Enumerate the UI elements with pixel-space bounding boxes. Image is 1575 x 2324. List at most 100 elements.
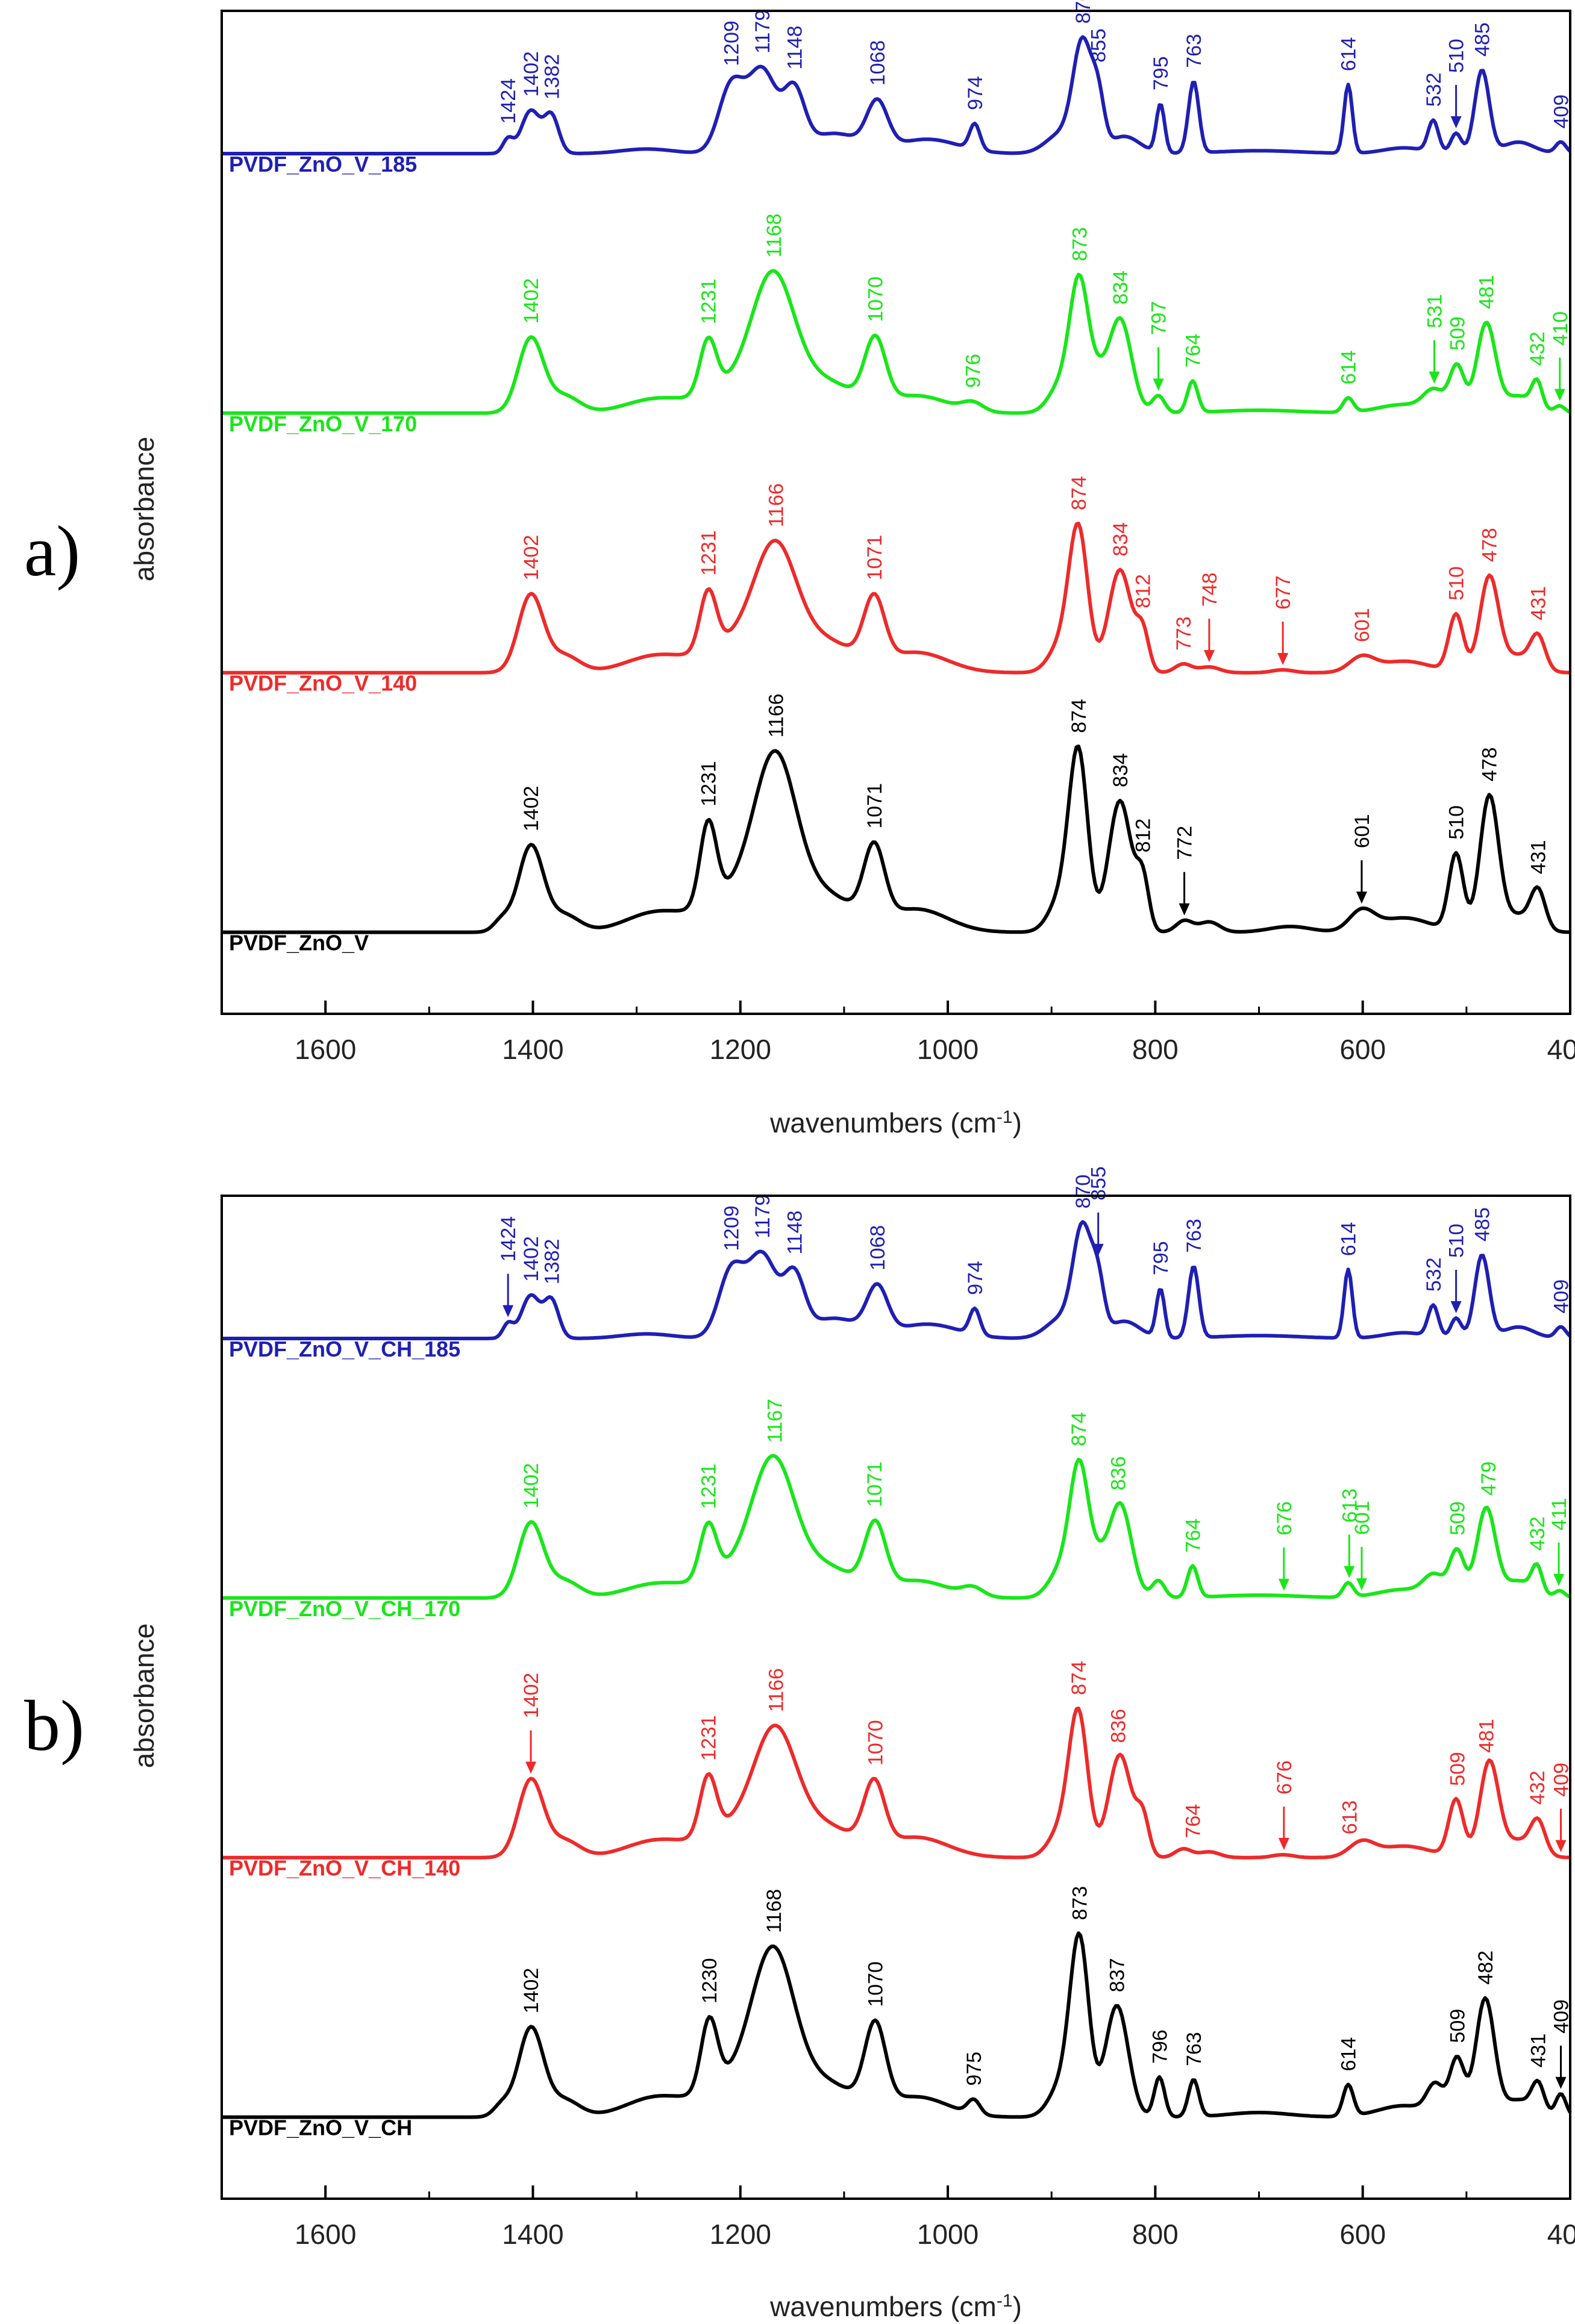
peak-label: 772 xyxy=(1174,826,1197,860)
peak-label: 601 xyxy=(1351,1501,1374,1535)
series-PVDF_ZnO_V_CH: PVDF_ZnO_V_CH 1402 1230 1168 1070 975 873 837 79… xyxy=(222,1886,1573,2140)
peak-label: 432 xyxy=(1526,1770,1549,1805)
peak-label: 1209 xyxy=(720,1205,743,1251)
peak-label: 676 xyxy=(1273,1501,1296,1535)
peak-label: 795 xyxy=(1150,56,1173,90)
peak-label: 834 xyxy=(1109,270,1132,305)
peak-label: 836 xyxy=(1107,1456,1130,1490)
peak-arrowhead xyxy=(1555,2076,1567,2089)
series-PVDF_ZnO_V_CH_170: PVDF_ZnO_V_CH_170 1402 1231 1167 1071 874 836 7… xyxy=(222,1399,1571,1621)
peak-arrowhead xyxy=(1450,1301,1462,1314)
peak-arrowhead xyxy=(503,1305,514,1317)
peak-label: 836 xyxy=(1107,1709,1130,1743)
series-PVDF_ZnO_V_170: PVDF_ZnO_V_170 1402 1231 1168 1070 976 873 834 7… xyxy=(222,213,1572,436)
peak-label: 855 xyxy=(1088,28,1110,63)
peak-label: 531 xyxy=(1424,294,1447,328)
peak-label: 1231 xyxy=(697,761,720,807)
panel-a-ylabel: absorbance xyxy=(128,437,160,581)
spectrum-line xyxy=(222,1220,1572,1340)
series-name-label: PVDF_ZnO_V_170 xyxy=(229,411,417,436)
peak-arrowhead xyxy=(1179,903,1190,916)
panel-b-x-ticks: 1600 1400 1200 1000 800 600 400 xyxy=(221,2185,1575,2250)
peak-label: 1070 xyxy=(865,1720,888,1766)
peak-label: 481 xyxy=(1476,275,1498,309)
x-tick-label: 1000 xyxy=(917,1034,979,1065)
panel-b-xlabel-tail: ) xyxy=(1013,2291,1022,2322)
peak-arrowhead xyxy=(1278,1578,1289,1591)
peak-label: 431 xyxy=(1527,2034,1550,2068)
x-tick-label: 600 xyxy=(1339,1034,1386,1065)
peak-label: 510 xyxy=(1445,1223,1468,1258)
peak-label: 432 xyxy=(1526,331,1549,366)
peak-label: 532 xyxy=(1423,1257,1445,1292)
peak-label: 532 xyxy=(1423,72,1445,107)
peak-label: 837 xyxy=(1106,1958,1129,1992)
peak-label: 1071 xyxy=(863,535,886,581)
peak-label: 763 xyxy=(1183,2032,1206,2066)
panel-a-letter: a) xyxy=(24,511,80,591)
peak-label: 976 xyxy=(962,354,985,388)
peak-arrowhead xyxy=(1356,892,1367,904)
series-name-label: PVDF_ZnO_V_140 xyxy=(229,671,417,696)
peak-label: 676 xyxy=(1273,1760,1296,1795)
peak-label: 812 xyxy=(1132,819,1155,853)
peak-arrowhead xyxy=(1344,1566,1355,1578)
peak-label: 1231 xyxy=(697,278,720,324)
peak-label: 1166 xyxy=(765,1668,788,1712)
peak-label: 482 xyxy=(1474,1951,1497,1985)
peak-label: 764 xyxy=(1182,1519,1204,1553)
peak-label: 509 xyxy=(1446,2009,1469,2043)
peak-label: 870 xyxy=(1072,1175,1095,1209)
series-name-label: PVDF_ZnO_V_CH_140 xyxy=(229,1856,460,1881)
x-tick-label: 1600 xyxy=(295,1034,356,1065)
peak-label: 1071 xyxy=(863,1461,886,1507)
x-tick-label: 800 xyxy=(1132,1034,1179,1065)
peak-label: 763 xyxy=(1183,34,1206,68)
peak-label: 510 xyxy=(1445,805,1468,840)
peak-label: 874 xyxy=(1068,1661,1091,1695)
spectrum-line xyxy=(222,35,1572,155)
peak-label: 510 xyxy=(1445,566,1468,601)
peak-label: 1382 xyxy=(540,54,563,100)
peak-arrowhead xyxy=(1153,378,1164,391)
peak-label: 1209 xyxy=(720,20,743,66)
x-tick-label: 800 xyxy=(1132,2219,1179,2250)
peak-label: 1402 xyxy=(520,535,543,581)
panel-a-x-ticks: 1600 1400 1200 1000 800 600 400 xyxy=(221,1001,1575,1065)
peak-label: 485 xyxy=(1471,22,1494,57)
peak-label: 478 xyxy=(1479,747,1501,781)
peak-arrowhead xyxy=(1450,116,1462,129)
series-name-label: PVDF_ZnO_V_CH_185 xyxy=(229,1337,460,1361)
peak-label: 1166 xyxy=(765,693,788,737)
peak-label: 764 xyxy=(1182,334,1204,368)
x-tick-label: 600 xyxy=(1339,2219,1386,2250)
peak-label: 1070 xyxy=(865,276,888,322)
panel-a-plot-frame xyxy=(221,10,1571,1015)
panel-a: a) absorbance PVDF_ZnO_V_185142414021382… xyxy=(24,0,1575,1139)
spectrum-line xyxy=(222,1454,1571,1600)
peak-label: 874 xyxy=(1068,1412,1091,1446)
peak-label: 812 xyxy=(1132,574,1155,608)
peak-label: 1402 xyxy=(520,1236,543,1282)
peak-arrowhead xyxy=(1203,650,1215,663)
peak-label: 613 xyxy=(1338,1488,1361,1523)
peak-label: 1231 xyxy=(697,1463,720,1509)
peak-arrowhead xyxy=(1429,371,1440,384)
peak-label: 974 xyxy=(964,76,987,110)
x-tick-label: 1000 xyxy=(917,2219,979,2250)
peak-label: 478 xyxy=(1479,528,1501,562)
panel-b-plot-frame xyxy=(221,1195,1571,2200)
peak-label: 410 xyxy=(1549,311,1572,346)
x-tick-label: 1200 xyxy=(710,2219,771,2250)
peak-label: 1402 xyxy=(520,786,543,831)
spectrum-line xyxy=(222,1931,1572,2119)
panel-b-xlabel-sup: -1 xyxy=(997,2291,1013,2311)
series-name-label: PVDF_ZnO_V_CH_170 xyxy=(229,1596,460,1621)
peak-label: 1068 xyxy=(866,1225,889,1271)
spectrum-line xyxy=(222,744,1571,934)
peak-label: 601 xyxy=(1351,814,1374,848)
